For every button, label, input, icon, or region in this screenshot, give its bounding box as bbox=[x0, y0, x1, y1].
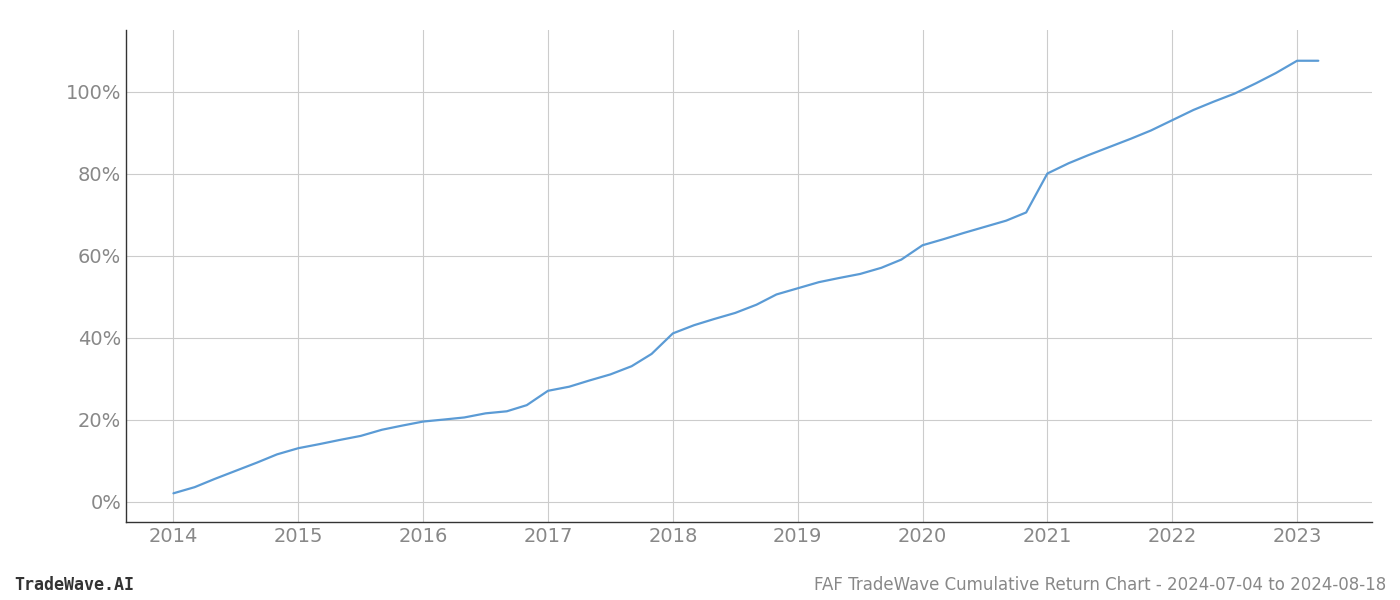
Text: FAF TradeWave Cumulative Return Chart - 2024-07-04 to 2024-08-18: FAF TradeWave Cumulative Return Chart - … bbox=[813, 576, 1386, 594]
Text: TradeWave.AI: TradeWave.AI bbox=[14, 576, 134, 594]
